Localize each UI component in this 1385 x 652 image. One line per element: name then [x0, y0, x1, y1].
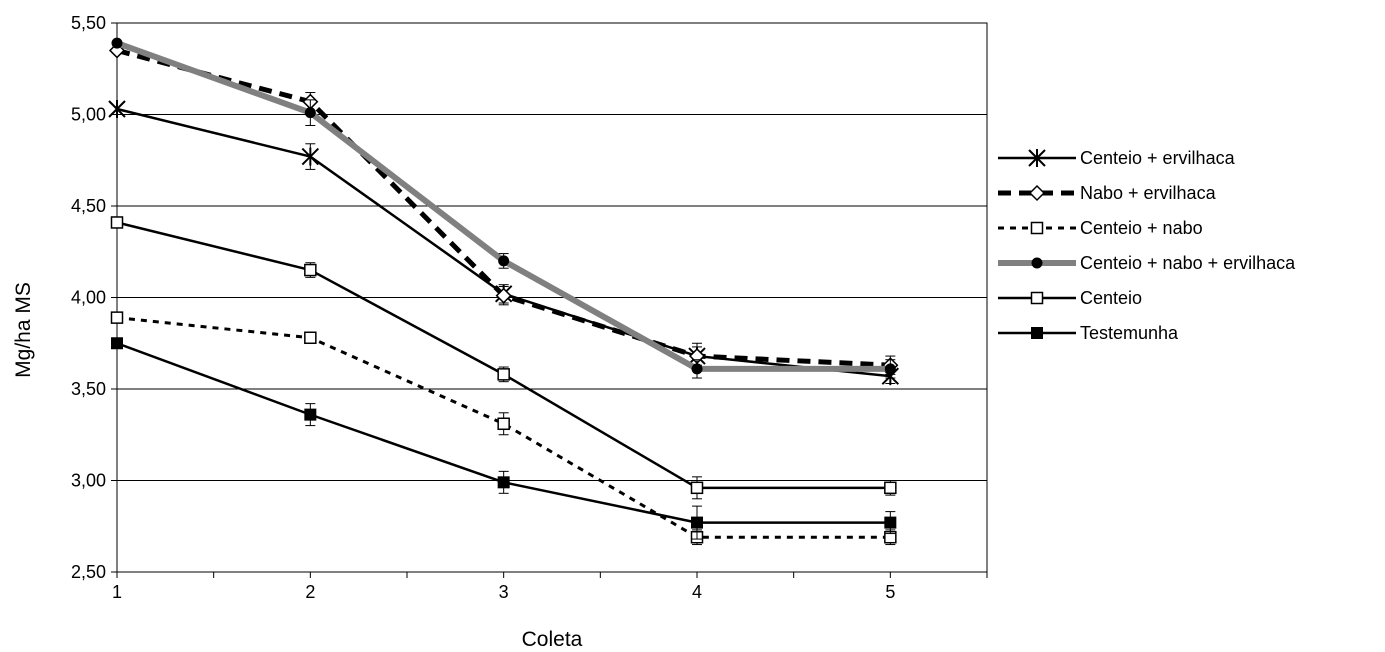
y-tick-label: 5,00: [71, 105, 106, 125]
legend-marker: [1030, 221, 1044, 235]
y-tick-label: 4,00: [71, 288, 106, 308]
y-tick-label: 3,00: [71, 471, 106, 491]
data-point: [691, 363, 703, 375]
data-point: [304, 107, 316, 119]
data-point: [884, 516, 897, 529]
data-point: [304, 331, 317, 345]
legend-item-5: Testemunha: [998, 323, 1179, 343]
y-tick-label: 3,50: [71, 379, 106, 399]
data-point: [497, 417, 510, 431]
legend-label: Testemunha: [1080, 323, 1179, 343]
legend-marker: [1030, 291, 1044, 305]
data-point: [884, 363, 896, 375]
legend-item-4: Centeio: [998, 288, 1142, 308]
legend-label: Nabo + ervilhaca: [1080, 183, 1217, 203]
data-point: [111, 337, 123, 350]
series-2: [110, 311, 897, 546]
series-0: [108, 100, 900, 386]
data-point: [108, 100, 126, 119]
y-tick-label: 5,50: [71, 13, 106, 33]
data-point: [691, 516, 703, 529]
legend-marker: [1028, 149, 1046, 167]
legend-label: Centeio + nabo + ervilhaca: [1080, 253, 1296, 273]
legend: Centeio + ervilhaca Nabo + ervilhaca Cente…: [998, 148, 1296, 343]
data-point: [495, 287, 512, 304]
x-tick-label: 4: [692, 582, 702, 602]
legend-marker: [1031, 327, 1043, 339]
legend-marker: [1031, 257, 1043, 269]
data-point: [110, 311, 124, 324]
data-point: [304, 263, 317, 277]
data-point: [111, 37, 123, 49]
legend-marker: [1028, 184, 1046, 202]
series-line: [116, 107, 891, 378]
data-point: [497, 476, 510, 489]
series-4: [110, 216, 897, 500]
data-point: [690, 481, 704, 495]
series-1: [108, 42, 899, 375]
x-axis-title: Coleta: [522, 628, 583, 651]
data-point: [884, 481, 897, 495]
series-layer: [108, 37, 900, 546]
y-tick-label: 4,50: [71, 196, 106, 216]
y-tick-label: 2,50: [71, 562, 106, 582]
data-point: [498, 255, 510, 267]
data-point: [110, 216, 124, 229]
axes: 2,50 3,00 3,50 4,00 4,50 5,00 5,50 1 2 3 4 5: [71, 13, 988, 602]
y-axis-title: Mg/ha MS: [12, 282, 35, 378]
gridlines: [116, 22, 988, 573]
legend-item-0: Centeio + ervilhaca: [998, 148, 1236, 168]
series-3: [111, 37, 896, 379]
legend-label: Centeio + ervilhaca: [1080, 148, 1236, 168]
x-tick-label: 2: [305, 582, 315, 602]
data-point: [301, 147, 320, 166]
series-5: [111, 337, 897, 540]
data-point: [497, 368, 510, 381]
legend-item-3: Centeio + nabo + ervilhaca: [998, 253, 1296, 273]
legend-item-1: Nabo + ervilhaca: [998, 183, 1217, 203]
x-tick-label: 5: [885, 582, 895, 602]
legend-item-2: Centeio + nabo: [998, 218, 1203, 238]
legend-label: Centeio: [1080, 288, 1142, 308]
x-tick-label: 3: [499, 582, 509, 602]
x-tick-label: 1: [112, 582, 122, 602]
series-line: [116, 48, 891, 368]
data-point: [304, 408, 317, 421]
legend-label: Centeio + nabo: [1080, 218, 1203, 238]
